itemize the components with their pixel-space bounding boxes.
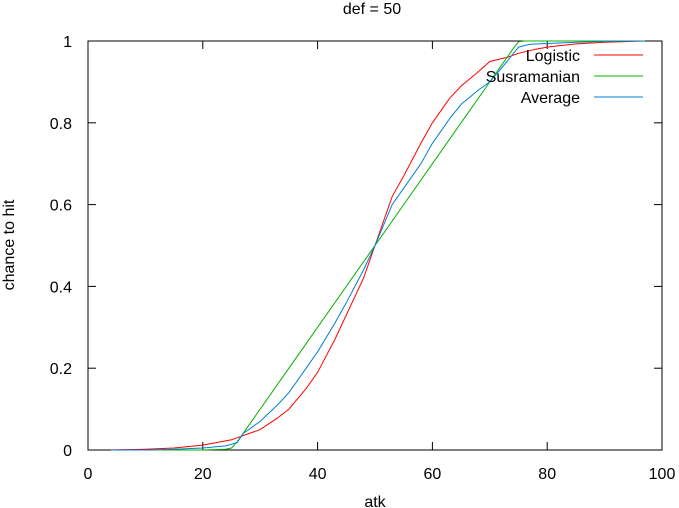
- y-tick-label: 0.2: [50, 361, 72, 378]
- x-tick-label: 20: [194, 466, 212, 483]
- axis-ticks: 0 20 40 60 80 100 0 0.2 0.4 0.6 0.8 1: [50, 34, 676, 483]
- series-line-logistic: [110, 40, 645, 451]
- plot-frame: [87, 40, 663, 451]
- x-tick-label: 60: [424, 466, 442, 483]
- y-tick-label: 0.4: [50, 279, 72, 296]
- series-line-susramanian: [111, 40, 645, 451]
- series-lines: [110, 40, 645, 451]
- y-tick-label: 0.6: [50, 198, 72, 215]
- series-line-average: [111, 40, 645, 451]
- x-tick-label: 100: [649, 466, 676, 483]
- x-tick-label: 80: [538, 466, 556, 483]
- y-axis-label: chance to hit: [1, 199, 18, 290]
- x-tick-label: 0: [84, 466, 93, 483]
- x-axis-label: atk: [364, 494, 386, 508]
- y-tick-label: 1: [63, 34, 72, 51]
- y-tick-label: 0: [63, 443, 72, 460]
- y-tick-label: 0.8: [50, 116, 72, 133]
- legend-label: Logistic: [526, 48, 580, 65]
- chart-title: def = 50: [343, 1, 401, 18]
- x-tick-label: 40: [309, 466, 327, 483]
- legend: Logistic Susramanian Average: [486, 48, 643, 107]
- legend-label: Average: [521, 90, 580, 107]
- legend-label: Susramanian: [486, 69, 580, 86]
